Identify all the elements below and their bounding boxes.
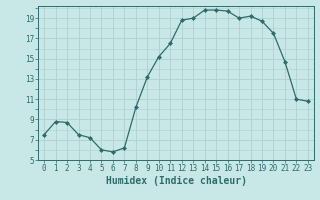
X-axis label: Humidex (Indice chaleur): Humidex (Indice chaleur) bbox=[106, 176, 246, 186]
